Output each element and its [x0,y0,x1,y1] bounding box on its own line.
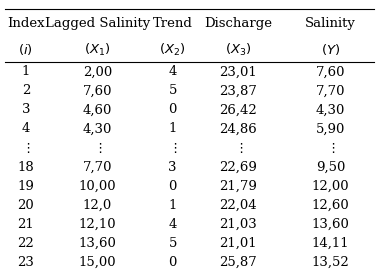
Text: 21,01: 21,01 [219,237,257,250]
Text: 0: 0 [168,180,177,193]
Text: $\vdots$: $\vdots$ [168,141,177,155]
Text: 14,11: 14,11 [312,237,349,250]
Text: 1: 1 [22,65,30,78]
Text: 18: 18 [17,160,34,173]
Text: 7,70: 7,70 [83,160,112,173]
Text: 15,00: 15,00 [78,256,116,269]
Text: 12,0: 12,0 [83,199,112,212]
Text: 0: 0 [168,256,177,269]
Text: 4: 4 [168,218,177,231]
Text: 5: 5 [168,84,177,97]
Text: 1: 1 [168,122,177,136]
Text: 21,03: 21,03 [219,218,257,231]
Text: 22: 22 [17,237,34,250]
Text: $(X_2)$: $(X_2)$ [159,42,186,58]
Text: 4: 4 [22,122,30,136]
Text: $\vdots$: $\vdots$ [93,141,102,155]
Text: $(i)$: $(i)$ [19,42,33,57]
Text: 21: 21 [17,218,34,231]
Text: 2: 2 [22,84,30,97]
Text: 3: 3 [168,160,177,173]
Text: $(Y)$: $(Y)$ [321,42,340,57]
Text: Lagged Salinity: Lagged Salinity [45,17,150,30]
Text: 2,00: 2,00 [83,65,112,78]
Text: $\vdots$: $\vdots$ [234,141,243,155]
Text: 0: 0 [168,104,177,116]
Text: 13,60: 13,60 [312,218,349,231]
Text: 9,50: 9,50 [316,160,345,173]
Text: 24,86: 24,86 [219,122,257,136]
Text: $(X_3)$: $(X_3)$ [225,42,252,58]
Text: Trend: Trend [153,17,193,30]
Text: 13,52: 13,52 [312,256,349,269]
Text: 4,30: 4,30 [83,122,112,136]
Text: 4,30: 4,30 [316,104,345,116]
Text: Discharge: Discharge [204,17,273,30]
Text: 4,60: 4,60 [83,104,112,116]
Text: 20: 20 [17,199,34,212]
Text: 19: 19 [17,180,34,193]
Text: 22,04: 22,04 [219,199,257,212]
Text: 23: 23 [17,256,34,269]
Text: $\vdots$: $\vdots$ [326,141,335,155]
Text: 1: 1 [168,199,177,212]
Text: 12,10: 12,10 [78,218,116,231]
Text: 4: 4 [168,65,177,78]
Text: 3: 3 [22,104,30,116]
Text: 7,60: 7,60 [316,65,345,78]
Text: 7,60: 7,60 [83,84,112,97]
Text: 25,87: 25,87 [219,256,257,269]
Text: Index: Index [7,17,45,30]
Text: 26,42: 26,42 [219,104,257,116]
Text: 13,60: 13,60 [78,237,116,250]
Text: 7,70: 7,70 [316,84,345,97]
Text: 23,01: 23,01 [219,65,257,78]
Text: 21,79: 21,79 [219,180,257,193]
Text: 10,00: 10,00 [78,180,116,193]
Text: $(X_1)$: $(X_1)$ [84,42,111,58]
Text: 5: 5 [168,237,177,250]
Text: 12,00: 12,00 [312,180,349,193]
Text: 12,60: 12,60 [312,199,349,212]
Text: $\vdots$: $\vdots$ [21,141,30,155]
Text: Salinity: Salinity [305,17,356,30]
Text: 23,87: 23,87 [219,84,257,97]
Text: 5,90: 5,90 [316,122,345,136]
Text: 22,69: 22,69 [219,160,257,173]
